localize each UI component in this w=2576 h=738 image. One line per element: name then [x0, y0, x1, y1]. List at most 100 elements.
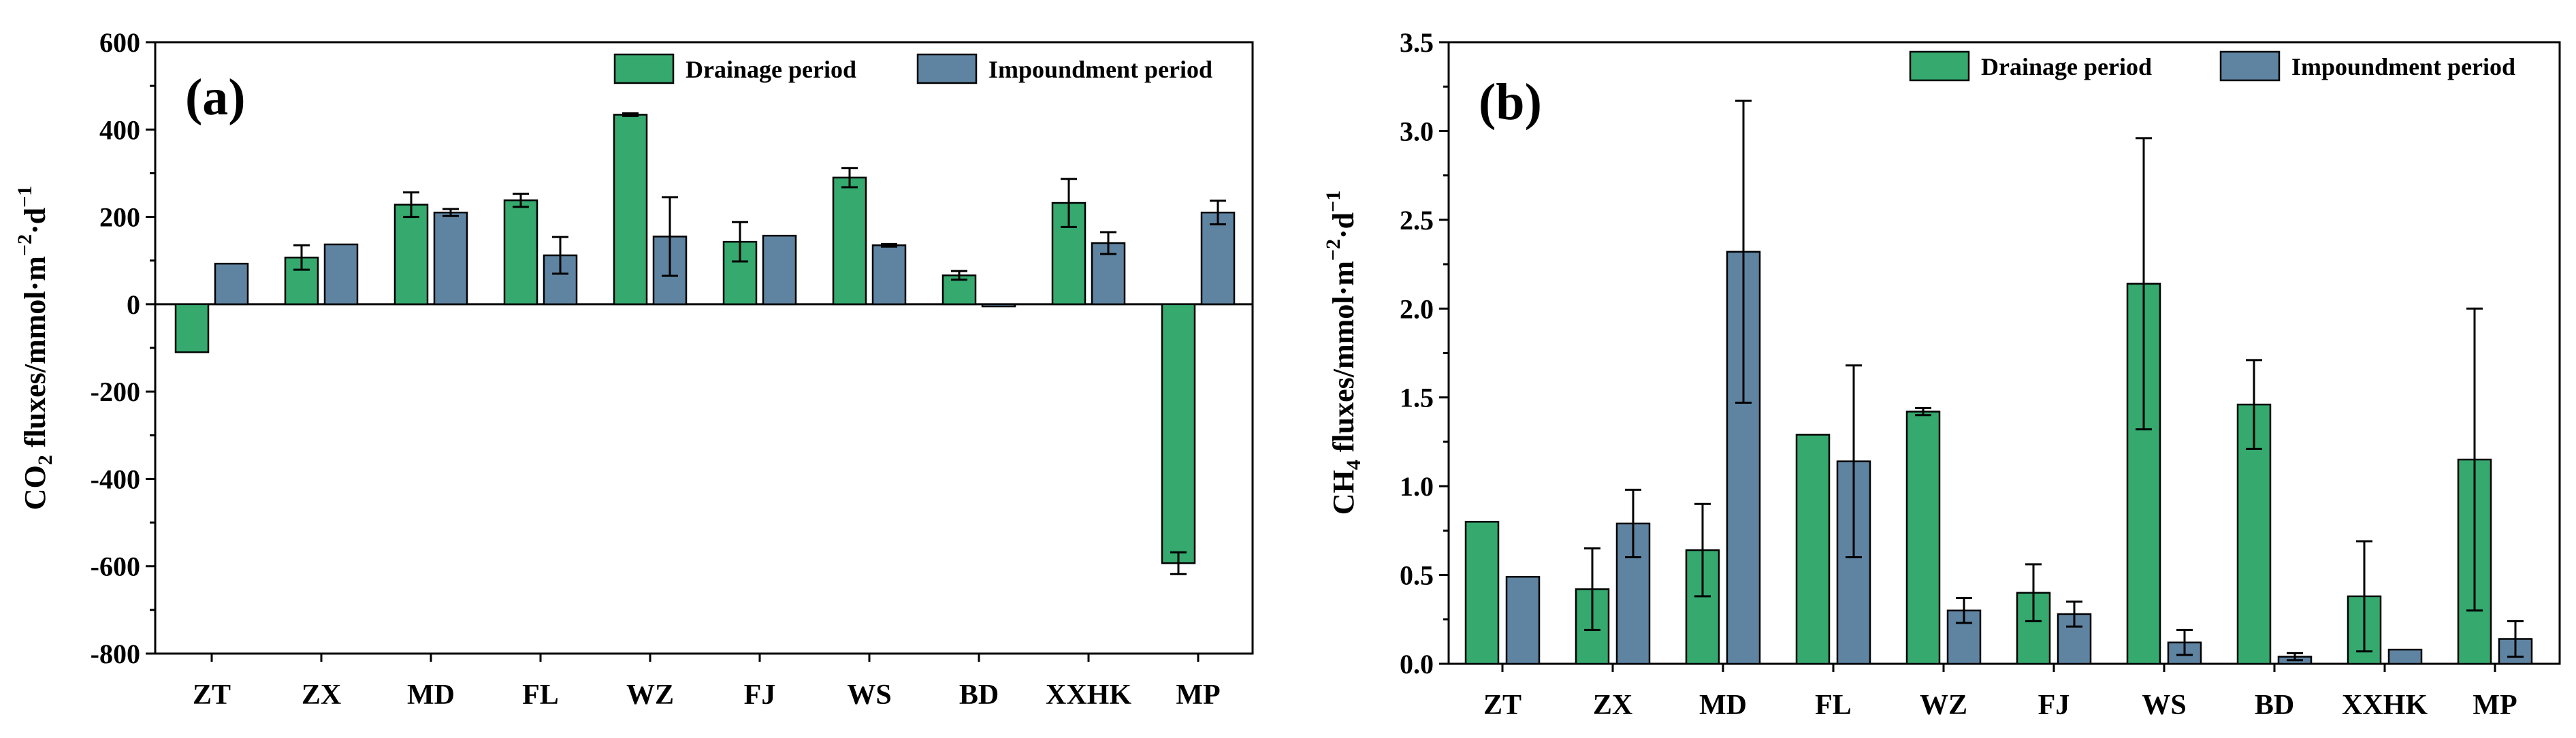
x-tick-label-xxhk: XXHK — [2342, 690, 2428, 721]
y-tick-label: 2.0 — [1400, 293, 1434, 324]
x-tick-label-md: MD — [407, 679, 455, 711]
y-tick-label: 0.0 — [1400, 649, 1434, 679]
bar-impoundment-ws — [871, 244, 907, 306]
bar-drainage-md — [393, 204, 429, 306]
bar-impoundment-zt — [214, 262, 249, 306]
error-bar-drainage-wz — [622, 112, 639, 117]
error-bar-drainage-fj — [2025, 563, 2042, 622]
error-bar-impoundment-fj — [2066, 600, 2082, 628]
y-tick-label: 1.5 — [1400, 383, 1434, 413]
bar-impoundment-md — [433, 211, 468, 306]
bar-drainage-wz — [613, 114, 648, 306]
error-bar-impoundment-fl — [552, 236, 568, 275]
error-bar-impoundment-ws — [2176, 628, 2193, 656]
panel-a-error-bars — [293, 112, 1226, 575]
error-bar-drainage-xxhk — [2356, 540, 2372, 653]
y-tick-label: 2.5 — [1400, 205, 1434, 236]
error-bar-drainage-ws — [2136, 137, 2152, 431]
error-bar-drainage-bd — [951, 270, 967, 281]
panel-b-error-bars — [1584, 99, 2524, 662]
panel-a-legend: Drainage period Impoundment period — [613, 53, 1212, 84]
error-bar-drainage-wz — [1915, 406, 1931, 417]
error-bar-impoundment-wz — [1956, 596, 1972, 624]
bar-drainage-zt — [174, 303, 210, 353]
legend-a-drainage-swatch — [613, 53, 675, 84]
y-tick-label: -200 — [91, 376, 140, 407]
bar-drainage-ws — [832, 176, 867, 306]
x-tick-label-mp: MP — [2473, 690, 2517, 721]
panel-a-bars — [155, 114, 1253, 564]
bar-drainage-zt — [1464, 521, 1500, 665]
error-bar-impoundment-wz — [662, 196, 678, 277]
bar-impoundment-xxhk — [2387, 648, 2423, 665]
x-tick-label-bd: BD — [2255, 690, 2294, 721]
error-bar-drainage-zx — [293, 244, 310, 271]
x-tick-label-wz: WZ — [626, 679, 674, 711]
legend-a-impoundment-swatch — [916, 53, 978, 84]
panel-b-y-ticks: 0.0 0.5 1.0 1.5 2.0 2.5 3.0 3.5 — [1400, 27, 1449, 679]
legend-b-impoundment-label: Impoundment period — [2291, 53, 2515, 80]
bar-impoundment-fj — [762, 234, 797, 306]
bar-impoundment-zt — [1505, 575, 1541, 665]
y-tick-label: 0.5 — [1400, 560, 1434, 591]
error-bar-drainage-xxhk — [1061, 178, 1077, 228]
error-bar-drainage-zx — [1584, 547, 1600, 631]
x-tick-label-zx: ZX — [302, 679, 341, 711]
bar-drainage-fl — [503, 199, 538, 306]
bar-impoundment-zx — [323, 243, 359, 306]
legend-b-drainage-swatch — [1909, 50, 1970, 82]
panel-b-legend: Drainage period Impoundment period — [1909, 50, 2515, 82]
error-bar-drainage-md — [1694, 502, 1711, 598]
y-tick-label: 0 — [127, 289, 140, 320]
panel-b-y-axis-title: CH4 fluxes/mmol·m−2·d−1 — [1322, 191, 1365, 515]
legend-a-impoundment-label: Impoundment period — [988, 56, 1212, 83]
x-tick-label-xxhk: XXHK — [1046, 679, 1131, 711]
bar-drainage-wz — [1905, 411, 1941, 665]
x-tick-label-zx: ZX — [1593, 690, 1632, 721]
y-tick-label: 400 — [99, 114, 140, 145]
x-tick-label-md: MD — [1699, 690, 1747, 721]
error-bar-impoundment-md — [1735, 99, 1752, 404]
panel-a-x-ticks: ZT ZX MD FL WZ FJ WS BD XXHK MP — [193, 654, 1221, 711]
y-tick-label: 3.0 — [1400, 116, 1434, 146]
error-bar-impoundment-mp — [2507, 620, 2524, 658]
error-bar-drainage-bd — [2246, 359, 2262, 450]
x-tick-label-fj: FJ — [2038, 690, 2070, 721]
x-tick-label-zt: ZT — [1483, 690, 1522, 721]
x-tick-label-wz: WZ — [1920, 690, 1967, 721]
error-bar-impoundment-fl — [1846, 364, 1862, 558]
y-tick-label: 1.0 — [1400, 471, 1434, 502]
y-tick-label: 3.5 — [1400, 27, 1434, 58]
panel-b-label: (b) — [1479, 74, 1542, 131]
y-tick-label: -400 — [91, 464, 140, 494]
error-bar-impoundment-zx — [1625, 488, 1641, 558]
x-tick-label-mp: MP — [1176, 679, 1220, 711]
error-bar-drainage-fl — [513, 193, 529, 208]
panel-a-y-ticks: -800 -600 -400 -200 0 200 400 600 — [91, 27, 155, 669]
error-bar-impoundment-ws — [881, 242, 897, 248]
y-tick-label: 600 — [99, 27, 140, 58]
panel-a-frame — [154, 41, 1254, 655]
error-bar-drainage-ws — [841, 167, 858, 189]
error-bar-drainage-md — [403, 191, 419, 219]
error-bar-drainage-mp — [2466, 307, 2483, 612]
bar-impoundment-xxhk — [1091, 242, 1126, 306]
error-bar-drainage-fj — [732, 221, 748, 263]
panel-a-y-axis-title: CO2 fluxes/mmol·m−2·d−1 — [14, 186, 57, 510]
y-tick-label: -800 — [91, 639, 140, 669]
x-tick-label-bd: BD — [959, 679, 999, 711]
x-tick-label-fj: FJ — [744, 679, 776, 711]
y-tick-label: -600 — [91, 551, 140, 582]
panel-a-co2-chart: -800 -600 -400 -200 0 200 400 600 ZT ZX MD FL WZ FJ W… — [14, 27, 1254, 711]
error-bar-impoundment-xxhk — [1100, 231, 1116, 255]
x-tick-label-fl: FL — [522, 679, 559, 711]
bar-impoundment-bd — [981, 303, 1016, 308]
error-bar-drainage-mp — [1170, 551, 1187, 575]
legend-b-impoundment-swatch — [2219, 50, 2281, 82]
x-tick-label-ws: WS — [2142, 690, 2186, 721]
panel-a-label: (a) — [185, 69, 246, 126]
legend-b-drainage-label: Drainage period — [1981, 53, 2152, 80]
y-tick-label: 200 — [99, 202, 140, 233]
x-tick-label-ws: WS — [847, 679, 891, 711]
